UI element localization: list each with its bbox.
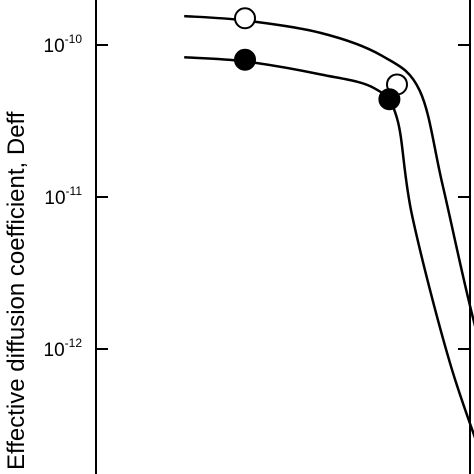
filled-data-point: [234, 48, 256, 71]
y-tick-label: 10-10: [44, 32, 83, 57]
open-series-curve: [184, 14, 474, 327]
y-tick-label-base: 10: [44, 340, 65, 361]
y-tick-label: 10-12: [44, 336, 83, 361]
fit-curves: [184, 14, 474, 439]
y-tick-label: 10-11: [44, 184, 82, 209]
filled-data-point: [378, 88, 401, 111]
filled-series-curve: [184, 56, 474, 439]
data-points: [234, 7, 408, 111]
y-tick-label-exponent: -12: [65, 336, 83, 350]
y-tick-label-exponent: -11: [66, 184, 83, 198]
y-tick-label-base: 10: [44, 188, 65, 209]
y-tick-label-base: 10: [44, 36, 65, 57]
y-axis-label: Effective diffusion coefficient, Deff: [3, 111, 30, 470]
open-data-point: [234, 7, 256, 30]
y-tick-label-exponent: -10: [65, 32, 83, 46]
